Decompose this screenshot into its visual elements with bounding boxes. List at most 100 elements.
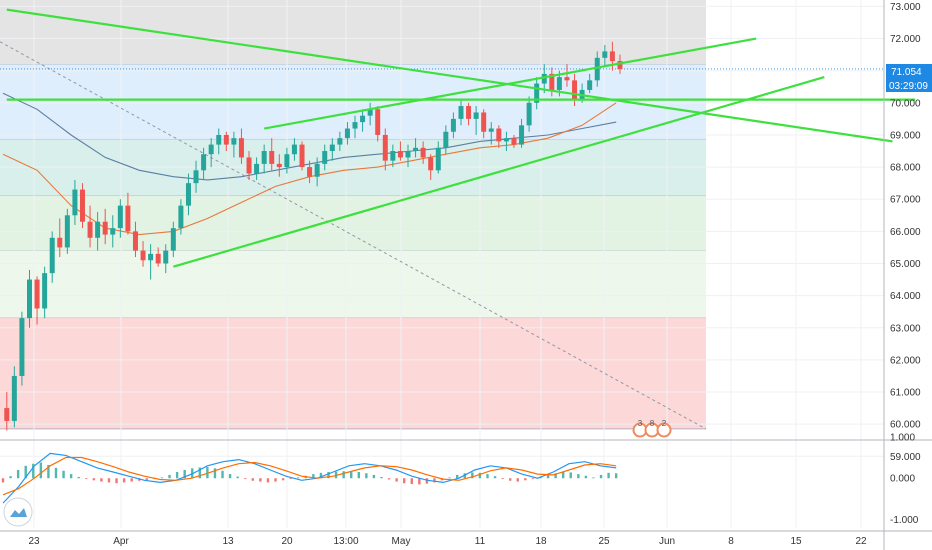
candle-body bbox=[443, 131, 449, 148]
macd-histogram-bar bbox=[471, 472, 474, 479]
macd-histogram-bar bbox=[122, 478, 126, 483]
countdown-badge bbox=[886, 78, 932, 92]
macd-histogram-bar bbox=[206, 467, 209, 479]
candle-body bbox=[79, 189, 85, 222]
macd-histogram-bar bbox=[516, 478, 519, 482]
logo-circle[interactable] bbox=[3, 497, 33, 527]
candle-body bbox=[284, 154, 290, 168]
candle-body bbox=[435, 147, 441, 171]
x-tick-label: 23 bbox=[28, 536, 40, 547]
candle-body bbox=[458, 106, 464, 119]
macd-histogram-bar bbox=[569, 472, 572, 479]
macd-histogram-bar bbox=[100, 478, 103, 482]
candle-body bbox=[541, 73, 547, 84]
y-tick-label: 67.000 bbox=[890, 195, 921, 206]
x-tick-label: 8 bbox=[728, 536, 734, 547]
candle-body bbox=[481, 112, 487, 132]
candle-body bbox=[72, 189, 78, 216]
candle-body bbox=[450, 118, 456, 132]
candle-body bbox=[602, 51, 608, 58]
macd-histogram-bar bbox=[380, 477, 383, 479]
candle-body bbox=[556, 77, 562, 90]
macd-histogram-bar bbox=[319, 472, 323, 479]
trendline[interactable] bbox=[263, 37, 757, 130]
candle-body bbox=[382, 134, 388, 161]
macd-histogram-bar bbox=[54, 467, 58, 479]
x-tick-label: May bbox=[392, 536, 411, 547]
trendline[interactable] bbox=[173, 76, 825, 268]
candle-body bbox=[276, 163, 282, 168]
candle-body bbox=[526, 102, 532, 126]
x-tick-label: 11 bbox=[475, 536, 486, 547]
event-marker[interactable] bbox=[656, 422, 672, 438]
price-zone bbox=[0, 196, 706, 251]
macd-histogram-bar bbox=[524, 478, 527, 481]
candle-body bbox=[238, 138, 244, 158]
y-tick-label: 63.000 bbox=[890, 323, 921, 334]
candle-body bbox=[254, 163, 260, 174]
candle-body bbox=[216, 134, 222, 145]
candle-body bbox=[496, 128, 502, 142]
candle-body bbox=[231, 138, 237, 145]
x-tick-label: 25 bbox=[598, 536, 610, 547]
macd-histogram-bar bbox=[607, 472, 610, 479]
candle-body bbox=[208, 144, 214, 155]
logo-mark[interactable] bbox=[10, 508, 27, 517]
candle-body bbox=[594, 57, 600, 81]
macd-histogram-bar bbox=[289, 478, 292, 480]
macd-histogram-bar bbox=[554, 473, 557, 479]
macd-histogram-bar bbox=[478, 472, 482, 479]
candle-body bbox=[534, 83, 540, 103]
candle-body bbox=[155, 253, 161, 264]
candle-body bbox=[26, 279, 32, 319]
macd-histogram-bar bbox=[175, 472, 179, 479]
macd-histogram-bar bbox=[531, 478, 535, 480]
macd-histogram-bar bbox=[69, 474, 73, 479]
y-tick-label: 73.000 bbox=[890, 2, 921, 13]
macd-histogram-bar bbox=[592, 477, 595, 479]
candle-body bbox=[503, 138, 509, 142]
candle-body bbox=[405, 151, 411, 158]
countdown-label: 03:29:09 bbox=[889, 81, 928, 92]
macd-histogram-bar bbox=[350, 471, 353, 479]
y-tick-label: 59.000 bbox=[890, 452, 921, 463]
price-zones bbox=[0, 0, 706, 430]
x-tick-label: Jun bbox=[659, 536, 675, 547]
candle-body bbox=[246, 157, 252, 174]
macd-histogram-bar bbox=[32, 463, 35, 479]
trendline[interactable] bbox=[6, 8, 893, 143]
macd-histogram-bar bbox=[372, 474, 376, 479]
macd-histogram-bar bbox=[228, 474, 232, 479]
tradingview-logo[interactable] bbox=[3, 497, 33, 527]
macd-histogram-bar bbox=[92, 478, 96, 481]
candle-body bbox=[564, 77, 570, 81]
candle-body bbox=[42, 273, 48, 309]
x-tick-label: 20 bbox=[281, 536, 293, 547]
macd-histogram-bar bbox=[221, 470, 224, 479]
candle-body bbox=[148, 253, 154, 261]
candle-body bbox=[488, 128, 494, 132]
candle-body bbox=[49, 237, 55, 274]
candle-body bbox=[19, 318, 25, 376]
y-tick-label: 69.000 bbox=[890, 130, 921, 141]
last-price-label: 71.054 bbox=[891, 67, 922, 78]
candle-body bbox=[170, 228, 176, 251]
y-tick-label: 60.000 bbox=[890, 420, 921, 431]
candle-body bbox=[57, 237, 63, 248]
candle-body bbox=[132, 231, 138, 251]
macd-histogram-bar bbox=[62, 470, 65, 479]
macd-histogram-bar bbox=[357, 472, 360, 479]
x-tick-label: 15 bbox=[790, 536, 802, 547]
candle-body bbox=[375, 109, 381, 135]
macd-histogram-bar bbox=[1, 478, 5, 483]
macd-histogram-bar bbox=[599, 474, 603, 479]
macd-histogram-bar bbox=[584, 475, 588, 479]
candle-body bbox=[11, 375, 17, 421]
dotted-trendline bbox=[0, 41, 707, 430]
trendlines[interactable] bbox=[6, 8, 916, 268]
candle-body bbox=[337, 138, 343, 145]
candle-body bbox=[329, 144, 335, 152]
y-tick-label: 62.000 bbox=[890, 355, 921, 366]
